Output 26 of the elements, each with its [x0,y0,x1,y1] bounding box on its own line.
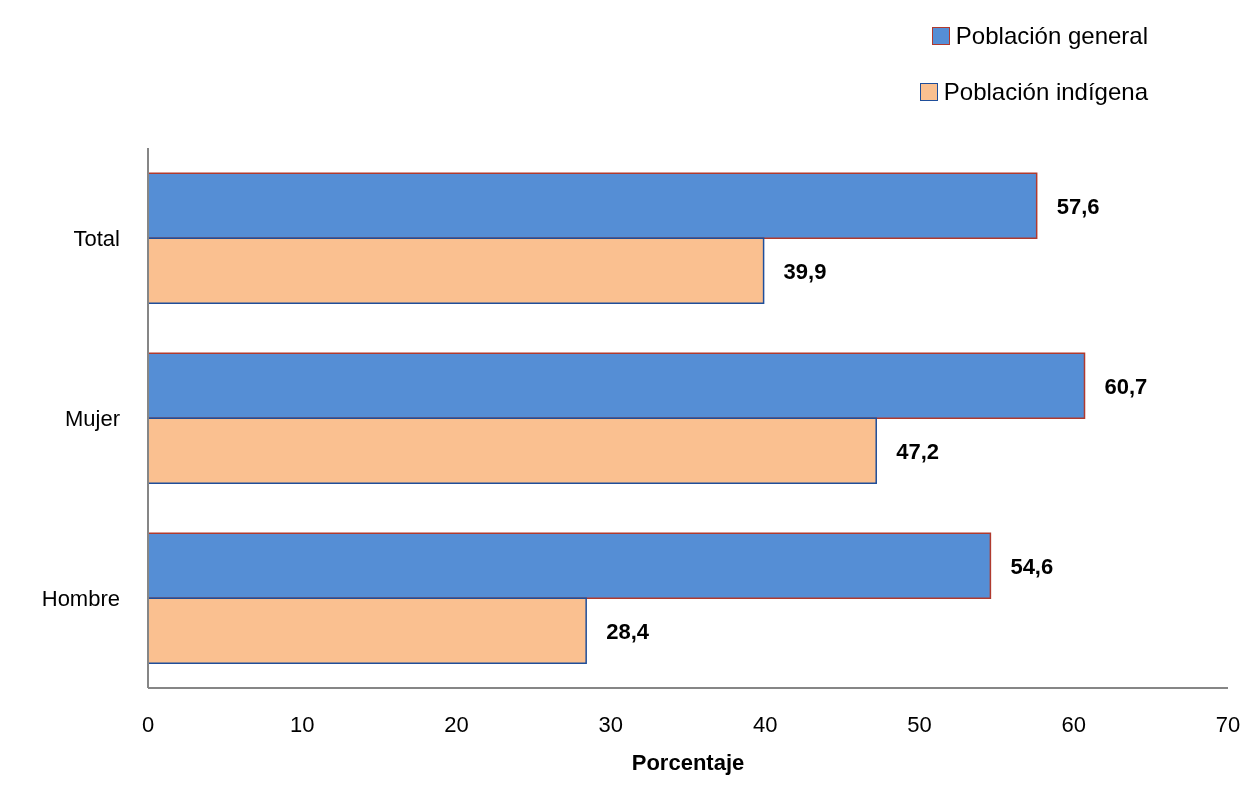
x-axis-title: Porcentaje [631,750,745,775]
bar [148,532,992,599]
x-tick-label: 50 [907,711,932,737]
x-tick-label: 30 [598,711,624,737]
bar [148,172,1038,239]
data-label: 47,2 [896,438,940,464]
bar [148,352,1086,419]
legend-label: Población general [955,21,1148,51]
data-label: 60,7 [1104,373,1148,399]
legend-label: Población indígena [943,77,1148,107]
x-tick-label: 0 [141,711,155,737]
x-tick-label: 70 [1215,711,1241,737]
y-tick-label: Total [73,225,120,251]
data-label: 28,4 [606,618,650,644]
x-tick-label: 60 [1061,711,1086,737]
y-tick-label: Mujer [64,405,120,431]
data-label: 39,9 [783,258,827,284]
data-label: 54,6 [1010,553,1054,579]
data-label: 57,6 [1056,193,1100,219]
x-tick-label: 20 [444,711,469,737]
x-tick-label: 10 [290,711,315,737]
x-tick-label: 40 [752,711,778,737]
y-tick-label: Hombre [41,585,120,611]
bar [148,237,765,304]
bar [148,417,877,484]
bar [148,597,587,664]
